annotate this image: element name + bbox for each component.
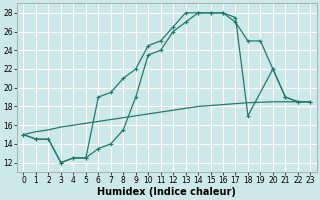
- X-axis label: Humidex (Indice chaleur): Humidex (Indice chaleur): [98, 187, 236, 197]
